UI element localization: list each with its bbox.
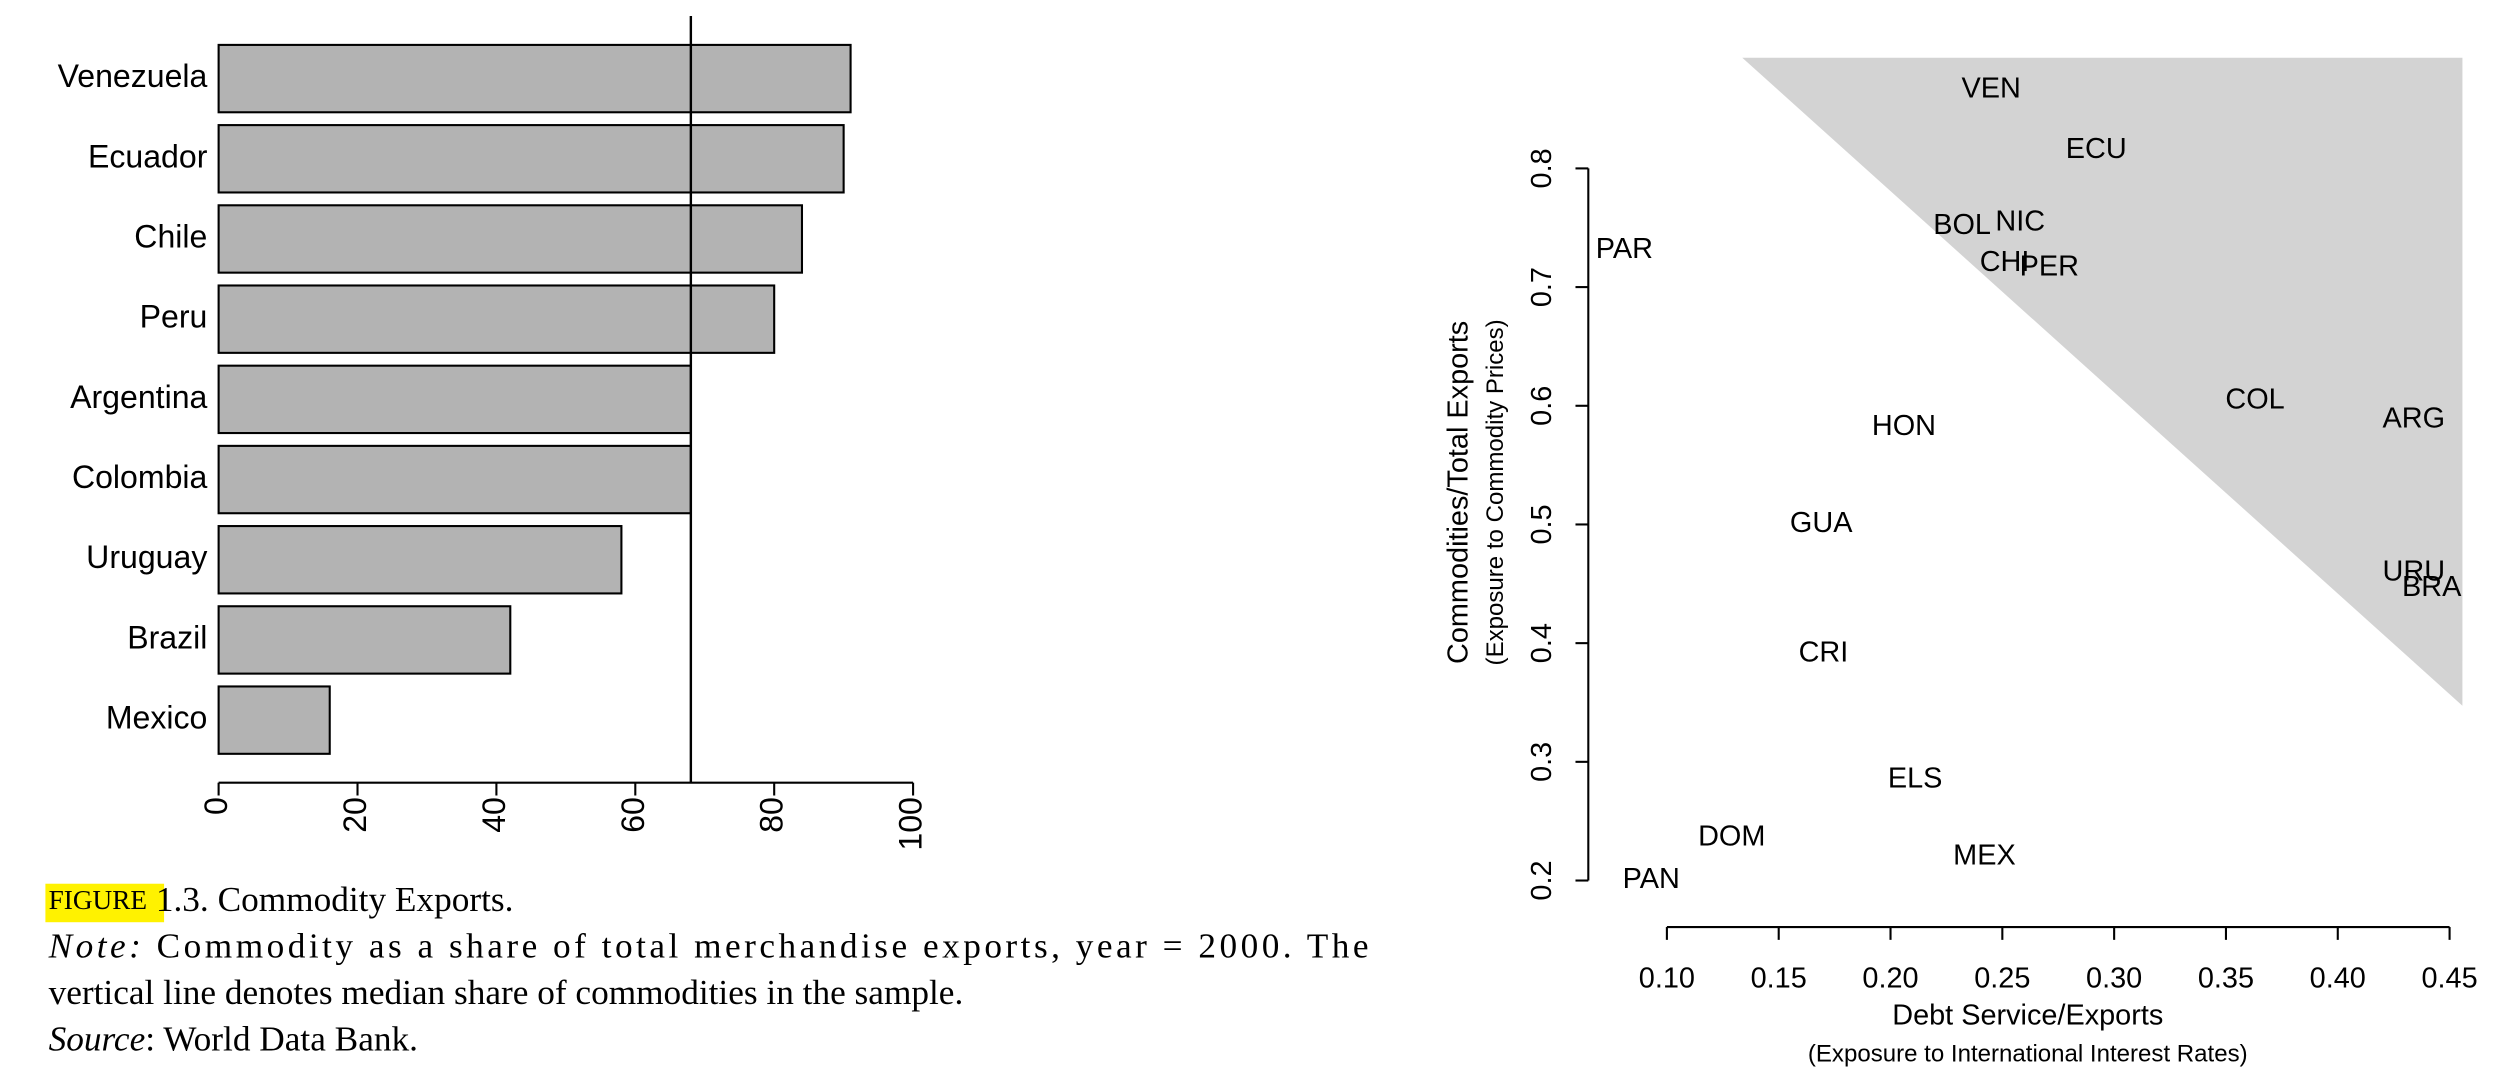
point-label: VEN xyxy=(1961,73,2020,105)
y-tick-label: Brazil xyxy=(127,619,207,655)
x-axis-title: Debt Service/Exports xyxy=(1892,999,2163,1031)
point-label: BRA xyxy=(2402,571,2462,603)
point-label: CRI xyxy=(1799,636,1849,668)
note-line: Commodity as a share of total merchandis… xyxy=(157,927,1369,966)
x-tick-label: 0.20 xyxy=(1862,963,1918,995)
y-tick-label: 0.8 xyxy=(1526,148,1558,188)
point-label: NIC xyxy=(1995,206,2045,238)
x-tick-label: 80 xyxy=(754,797,790,833)
y-tick-label: Colombia xyxy=(72,459,208,495)
x-axis-subtitle: (Exposure to International Interest Rate… xyxy=(1808,1041,2248,1068)
x-tick-label: 20 xyxy=(337,797,373,833)
point-label: PAN xyxy=(1623,863,1680,895)
point-label: ELS xyxy=(1888,762,1943,794)
shaded-region xyxy=(1742,57,2463,706)
point-label: URU xyxy=(2383,556,2446,588)
bar xyxy=(217,364,692,435)
point-label: MEX xyxy=(1953,839,2016,871)
bar xyxy=(217,284,776,354)
bar xyxy=(217,124,845,194)
y-tick-label: Argentina xyxy=(70,379,207,415)
x-tick-label: 100 xyxy=(893,797,929,850)
source-label: Source xyxy=(49,1020,146,1059)
point-label: HON xyxy=(1872,410,1936,442)
caption-source: Source: World Data Bank. xyxy=(49,1020,418,1059)
x-tick-label: 0.40 xyxy=(2310,963,2366,995)
caption-note: vertical line denotes median share of co… xyxy=(49,973,964,1012)
x-tick-label: 0.35 xyxy=(2198,963,2254,995)
note-label: Note: xyxy=(48,927,141,966)
x-tick-label: 0.15 xyxy=(1751,963,1807,995)
x-tick-label: 0.10 xyxy=(1639,963,1695,995)
x-tick-label: 40 xyxy=(476,797,512,833)
x-tick-label: 0.45 xyxy=(2421,963,2477,995)
y-tick-label: Mexico xyxy=(106,700,208,736)
y-tick-label: 0.4 xyxy=(1526,623,1558,663)
highlight xyxy=(45,883,165,923)
bar xyxy=(217,444,692,515)
y-axis-title: Commodities/Total Exports xyxy=(1443,321,1475,664)
point-label: CHI xyxy=(1980,246,2030,278)
y-tick-label: Peru xyxy=(140,299,208,335)
x-tick-label: 0 xyxy=(198,797,234,815)
point-label: COL xyxy=(2225,384,2284,416)
y-tick-label: 0.2 xyxy=(1526,860,1558,900)
x-tick-label: 60 xyxy=(615,797,651,833)
bar xyxy=(217,685,331,755)
y-tick-label: Uruguay xyxy=(86,539,207,575)
bar xyxy=(217,43,852,114)
point-label: ECU xyxy=(2066,133,2127,165)
caption-title: 1.3. Commodity Exports. xyxy=(156,880,514,919)
y-tick-label: Ecuador xyxy=(88,138,208,174)
x-tick-label: 0.25 xyxy=(1974,963,2030,995)
y-axis-subtitle: (Exposure to Commodity Prices) xyxy=(1482,319,1509,665)
point-label: PAR xyxy=(1596,233,1653,265)
y-tick-label: 0.5 xyxy=(1526,504,1558,544)
y-tick-label: Chile xyxy=(134,218,207,254)
bar xyxy=(217,605,512,675)
bar xyxy=(217,525,623,595)
caption-heading: FIGURE 1.3. Commodity Exports. xyxy=(49,880,514,919)
bar xyxy=(217,204,804,274)
source: : World Data Bank. xyxy=(145,1020,418,1059)
point-label: GUA xyxy=(1790,507,1853,539)
caption-note: Note: Commodity as a share of total merc… xyxy=(48,927,1369,966)
point-label: PER xyxy=(2020,251,2079,283)
y-tick-label: 0.3 xyxy=(1526,742,1558,782)
y-tick-label: Venezuela xyxy=(58,58,208,94)
point-label: BOL xyxy=(1933,209,1991,241)
point-label: DOM xyxy=(1698,820,1765,852)
x-tick-label: 0.30 xyxy=(2086,963,2142,995)
point-label: ARG xyxy=(2383,403,2446,435)
caption-label: FIGURE xyxy=(49,885,147,915)
y-tick-label: 0.6 xyxy=(1526,386,1558,426)
y-tick-label: 0.7 xyxy=(1526,267,1558,307)
